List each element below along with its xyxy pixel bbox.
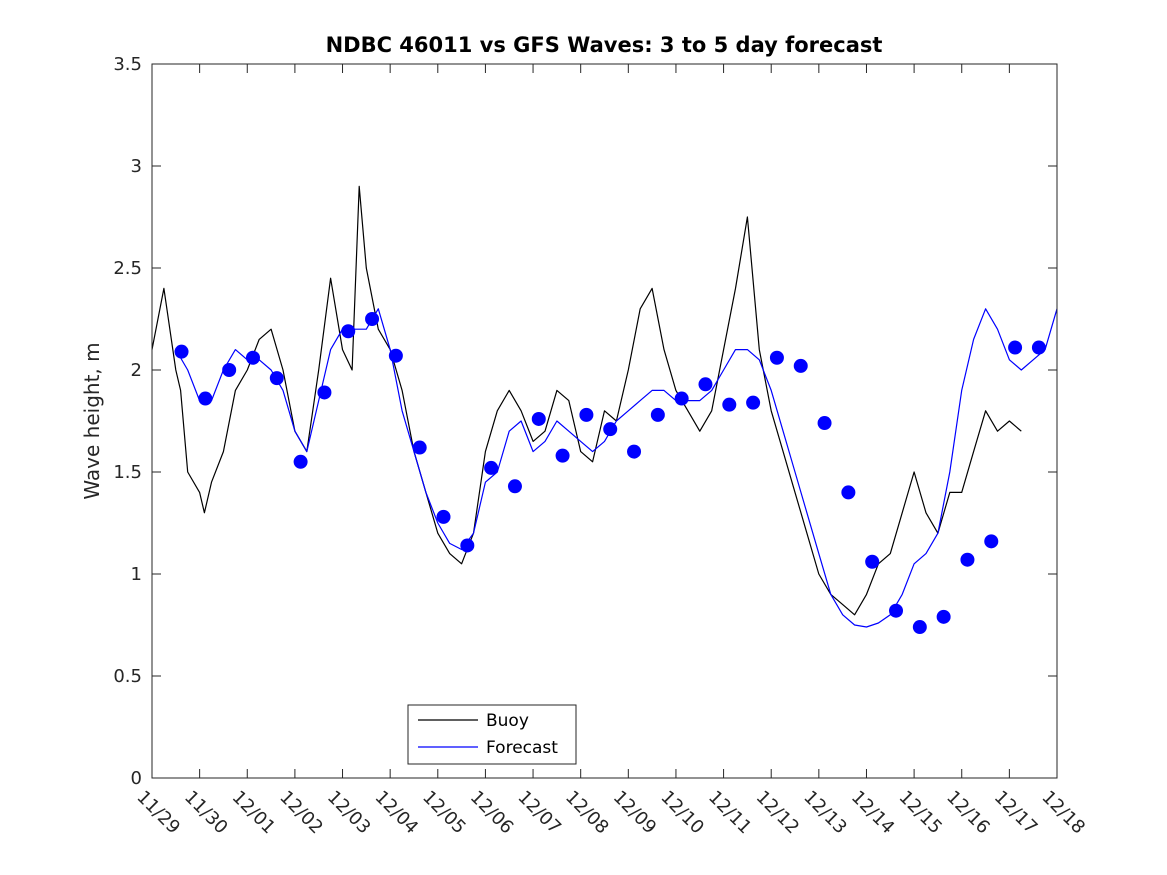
plot-lines <box>151 185 1058 628</box>
legend: Buoy Forecast <box>407 704 577 765</box>
forecast-marker <box>817 416 832 431</box>
legend-buoy-label: Buoy <box>486 711 529 731</box>
plot-markers <box>174 312 1046 635</box>
forecast-marker <box>198 391 213 406</box>
y-tick-label: 0 <box>131 768 142 789</box>
series-line-forecast <box>175 308 1058 628</box>
forecast-marker <box>269 371 284 386</box>
forecast-marker <box>746 395 761 410</box>
forecast-marker <box>365 312 380 326</box>
forecast-marker <box>1031 340 1046 355</box>
chart-title: NDBC 46011 vs GFS Waves: 3 to 5 day fore… <box>326 33 883 57</box>
forecast-marker <box>650 407 665 422</box>
y-tick-label: 1.5 <box>113 462 142 483</box>
y-tick-label: 2 <box>131 360 142 381</box>
legend-forecast-label: Forecast <box>486 738 558 758</box>
forecast-marker <box>936 609 951 624</box>
forecast-marker <box>507 479 522 494</box>
forecast-marker <box>317 385 332 400</box>
y-tick-label: 3 <box>131 156 142 177</box>
forecast-marker <box>412 440 427 455</box>
forecast-marker <box>984 534 999 549</box>
forecast-marker <box>436 509 451 524</box>
forecast-marker <box>579 407 594 422</box>
y-tick-label: 3.5 <box>113 54 142 75</box>
forecast-marker <box>460 538 475 553</box>
y-tick-label: 0.5 <box>113 666 142 687</box>
series-line-buoy <box>151 185 1022 616</box>
forecast-marker <box>912 620 927 635</box>
plot-frame <box>151 63 1058 779</box>
forecast-marker <box>555 448 570 463</box>
y-tick-label: 2.5 <box>113 258 142 279</box>
forecast-marker <box>531 411 546 426</box>
forecast-marker <box>293 454 308 469</box>
forecast-marker <box>960 552 975 567</box>
forecast-marker <box>889 603 904 618</box>
forecast-marker <box>174 344 189 359</box>
forecast-marker <box>865 554 880 569</box>
forecast-marker <box>245 350 260 365</box>
y-tick-label: 1 <box>131 564 142 585</box>
y-axis: 0 0.5 1 1.5 2 2.5 3 3.5 <box>113 54 1057 789</box>
forecast-marker <box>222 363 237 377</box>
y-axis-label: Wave height, m <box>80 342 104 499</box>
forecast-marker <box>769 350 784 365</box>
forecast-marker <box>1008 340 1023 355</box>
forecast-marker <box>388 348 403 363</box>
forecast-marker <box>627 444 642 459</box>
forecast-marker <box>841 485 856 500</box>
forecast-marker <box>698 377 713 392</box>
forecast-marker <box>674 391 689 406</box>
forecast-marker <box>484 460 499 475</box>
forecast-marker <box>341 324 356 339</box>
forecast-marker <box>722 397 737 412</box>
legend-box <box>407 704 577 765</box>
forecast-marker <box>793 358 808 373</box>
forecast-marker <box>603 422 618 437</box>
